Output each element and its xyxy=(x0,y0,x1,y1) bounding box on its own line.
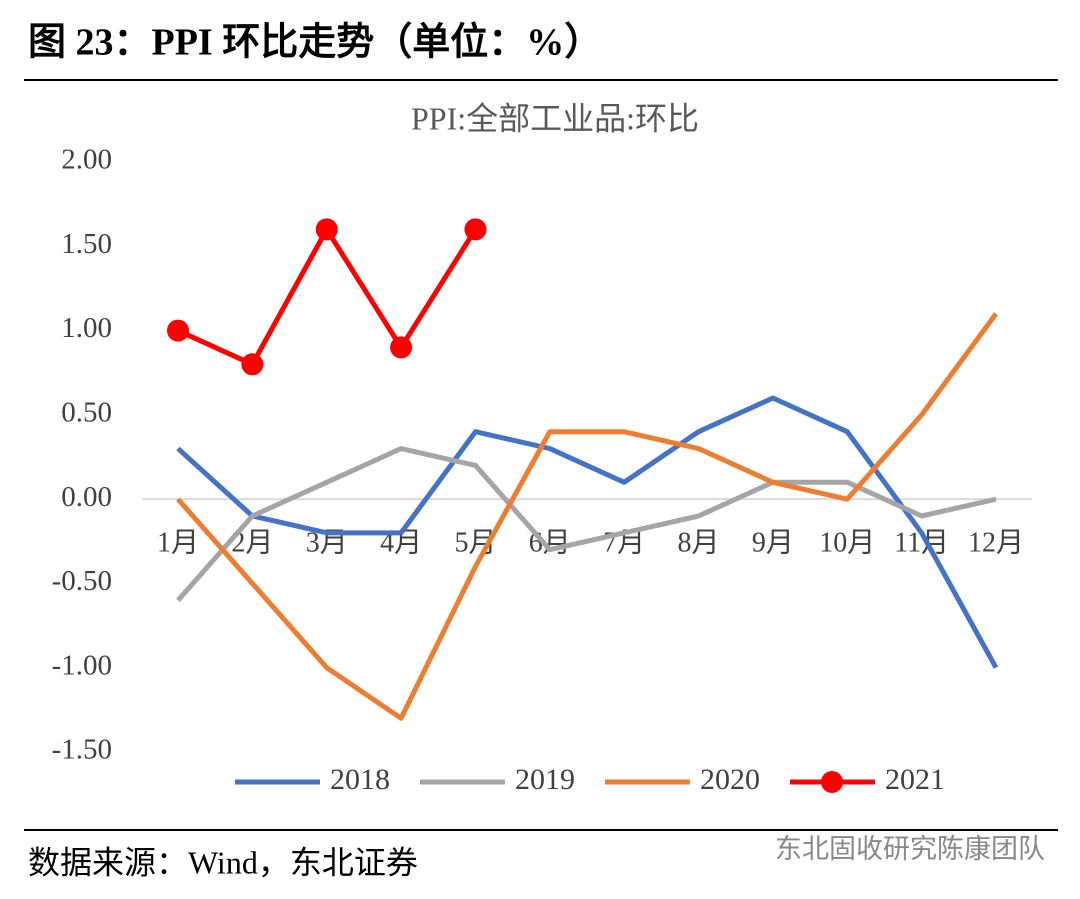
x-tick-label: 1月 xyxy=(157,528,199,559)
y-tick-label: -0.50 xyxy=(52,565,112,597)
figure-title: 图 23：PPI 环比走势（单位：%） xyxy=(28,22,602,64)
watermark: 东北固收研究陈康团队 xyxy=(775,834,1045,864)
legend-marker xyxy=(821,771,843,793)
legend-label: 2021 xyxy=(885,763,945,796)
series-line xyxy=(176,312,999,721)
y-tick-label: -1.00 xyxy=(52,649,112,681)
series-line xyxy=(176,395,999,669)
source: 数据来源：Wind，东北证券 xyxy=(28,844,418,880)
point xyxy=(241,353,264,376)
point xyxy=(390,336,413,359)
point xyxy=(464,218,487,241)
chart-title: PPI:全部工业品:环比 xyxy=(411,100,699,136)
series-line xyxy=(176,226,478,367)
x-tick-label: 10月 xyxy=(819,528,875,559)
y-tick-label: 2.00 xyxy=(61,144,112,176)
x-tick-label: 8月 xyxy=(678,528,720,559)
point xyxy=(167,319,189,342)
legend-label: 2020 xyxy=(700,763,760,796)
x-tick-label: 9月 xyxy=(752,528,794,559)
y-tick-label: 1.00 xyxy=(61,312,112,344)
y-tick-label: 0.50 xyxy=(61,397,112,429)
point xyxy=(315,218,338,241)
y-tick-label: -1.50 xyxy=(52,734,112,766)
legend-label: 2018 xyxy=(330,763,390,796)
x-tick-label: 12月 xyxy=(968,528,1024,559)
y-tick-label: 1.50 xyxy=(61,228,112,260)
legend-label: 2019 xyxy=(515,763,575,796)
y-tick-label: 0.00 xyxy=(61,481,112,513)
